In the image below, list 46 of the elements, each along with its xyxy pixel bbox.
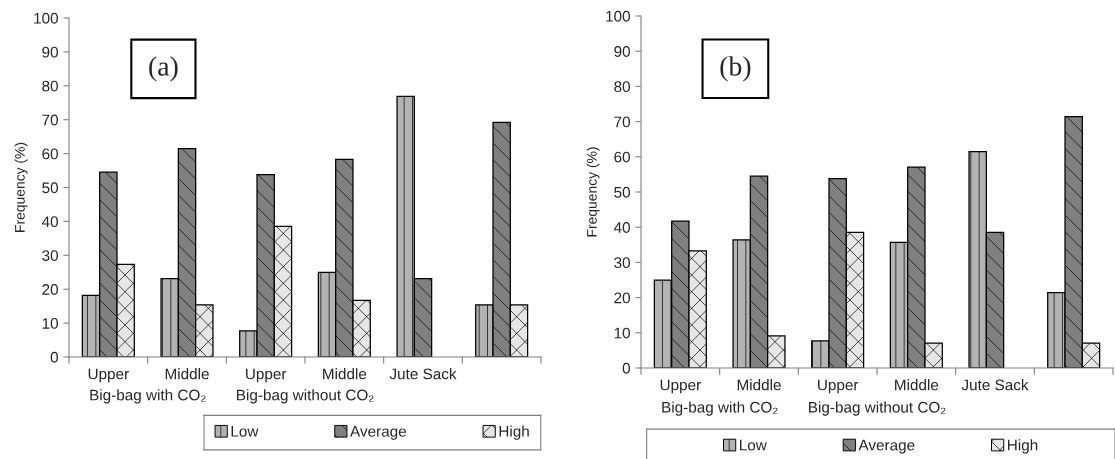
x-tick-label: Middle [737, 379, 781, 391]
y-tick-label: 30 [614, 257, 630, 269]
legend-label: Average [350, 426, 406, 440]
x-tick-label: Middle [895, 379, 939, 391]
x-tick-label: Upper [246, 368, 287, 383]
x-tick-label: Jute Sack [389, 368, 457, 380]
text: (a) [149, 56, 178, 82]
legend-label: Low [740, 439, 767, 451]
legend-label: Low [231, 426, 259, 437]
legend-label: High [1008, 439, 1038, 454]
y-tick-label: 70 [614, 116, 630, 128]
y-tick-label: 40 [613, 222, 630, 233]
y-tick-label: 60 [42, 148, 58, 160]
y-tick-label: 70 [42, 114, 58, 126]
legend-label: High [499, 425, 529, 440]
y-axis-title: Frequency (%) [586, 147, 600, 237]
text: Big-bag without CO₂ [237, 389, 374, 404]
y-axis-title: Frequency (%) [14, 142, 28, 232]
y-tick-label: 20 [42, 284, 58, 295]
y-tick-label: 90 [614, 46, 630, 57]
y-tick-label: 50 [614, 186, 630, 198]
text: Big-bag with CO₂ [90, 389, 206, 404]
x-tick-label: Upper [660, 379, 701, 394]
x-tick-label: Upper [88, 368, 129, 383]
y-tick-label: 20 [614, 292, 630, 304]
x-tick-label: Middle [165, 368, 209, 380]
x-tick-label: Upper [818, 379, 859, 394]
y-tick-label: 80 [614, 81, 630, 93]
y-tick-label: 0 [50, 351, 58, 363]
text: Big-bag with CO₂ [662, 401, 778, 416]
y-tick-label: 100 [606, 10, 630, 22]
y-tick-label: 60 [614, 151, 630, 163]
legend-label: Average [858, 439, 915, 454]
y-tick-label: 10 [614, 327, 630, 339]
y-tick-label: 50 [42, 182, 58, 194]
y-tick-label: 30 [42, 250, 58, 261]
x-tick-label: Middle [323, 368, 367, 380]
y-tick-label: 80 [42, 80, 58, 92]
y-tick-label: 0 [622, 362, 630, 374]
x-tick-label: Jute Sack [961, 379, 1029, 391]
text: (b) [720, 56, 751, 82]
y-tick-label: 100 [34, 12, 58, 24]
text: Big-bag without CO₂ [809, 401, 946, 416]
y-tick-label: 90 [42, 46, 58, 58]
y-tick-label: 10 [42, 317, 58, 329]
y-tick-label: 40 [41, 216, 58, 228]
